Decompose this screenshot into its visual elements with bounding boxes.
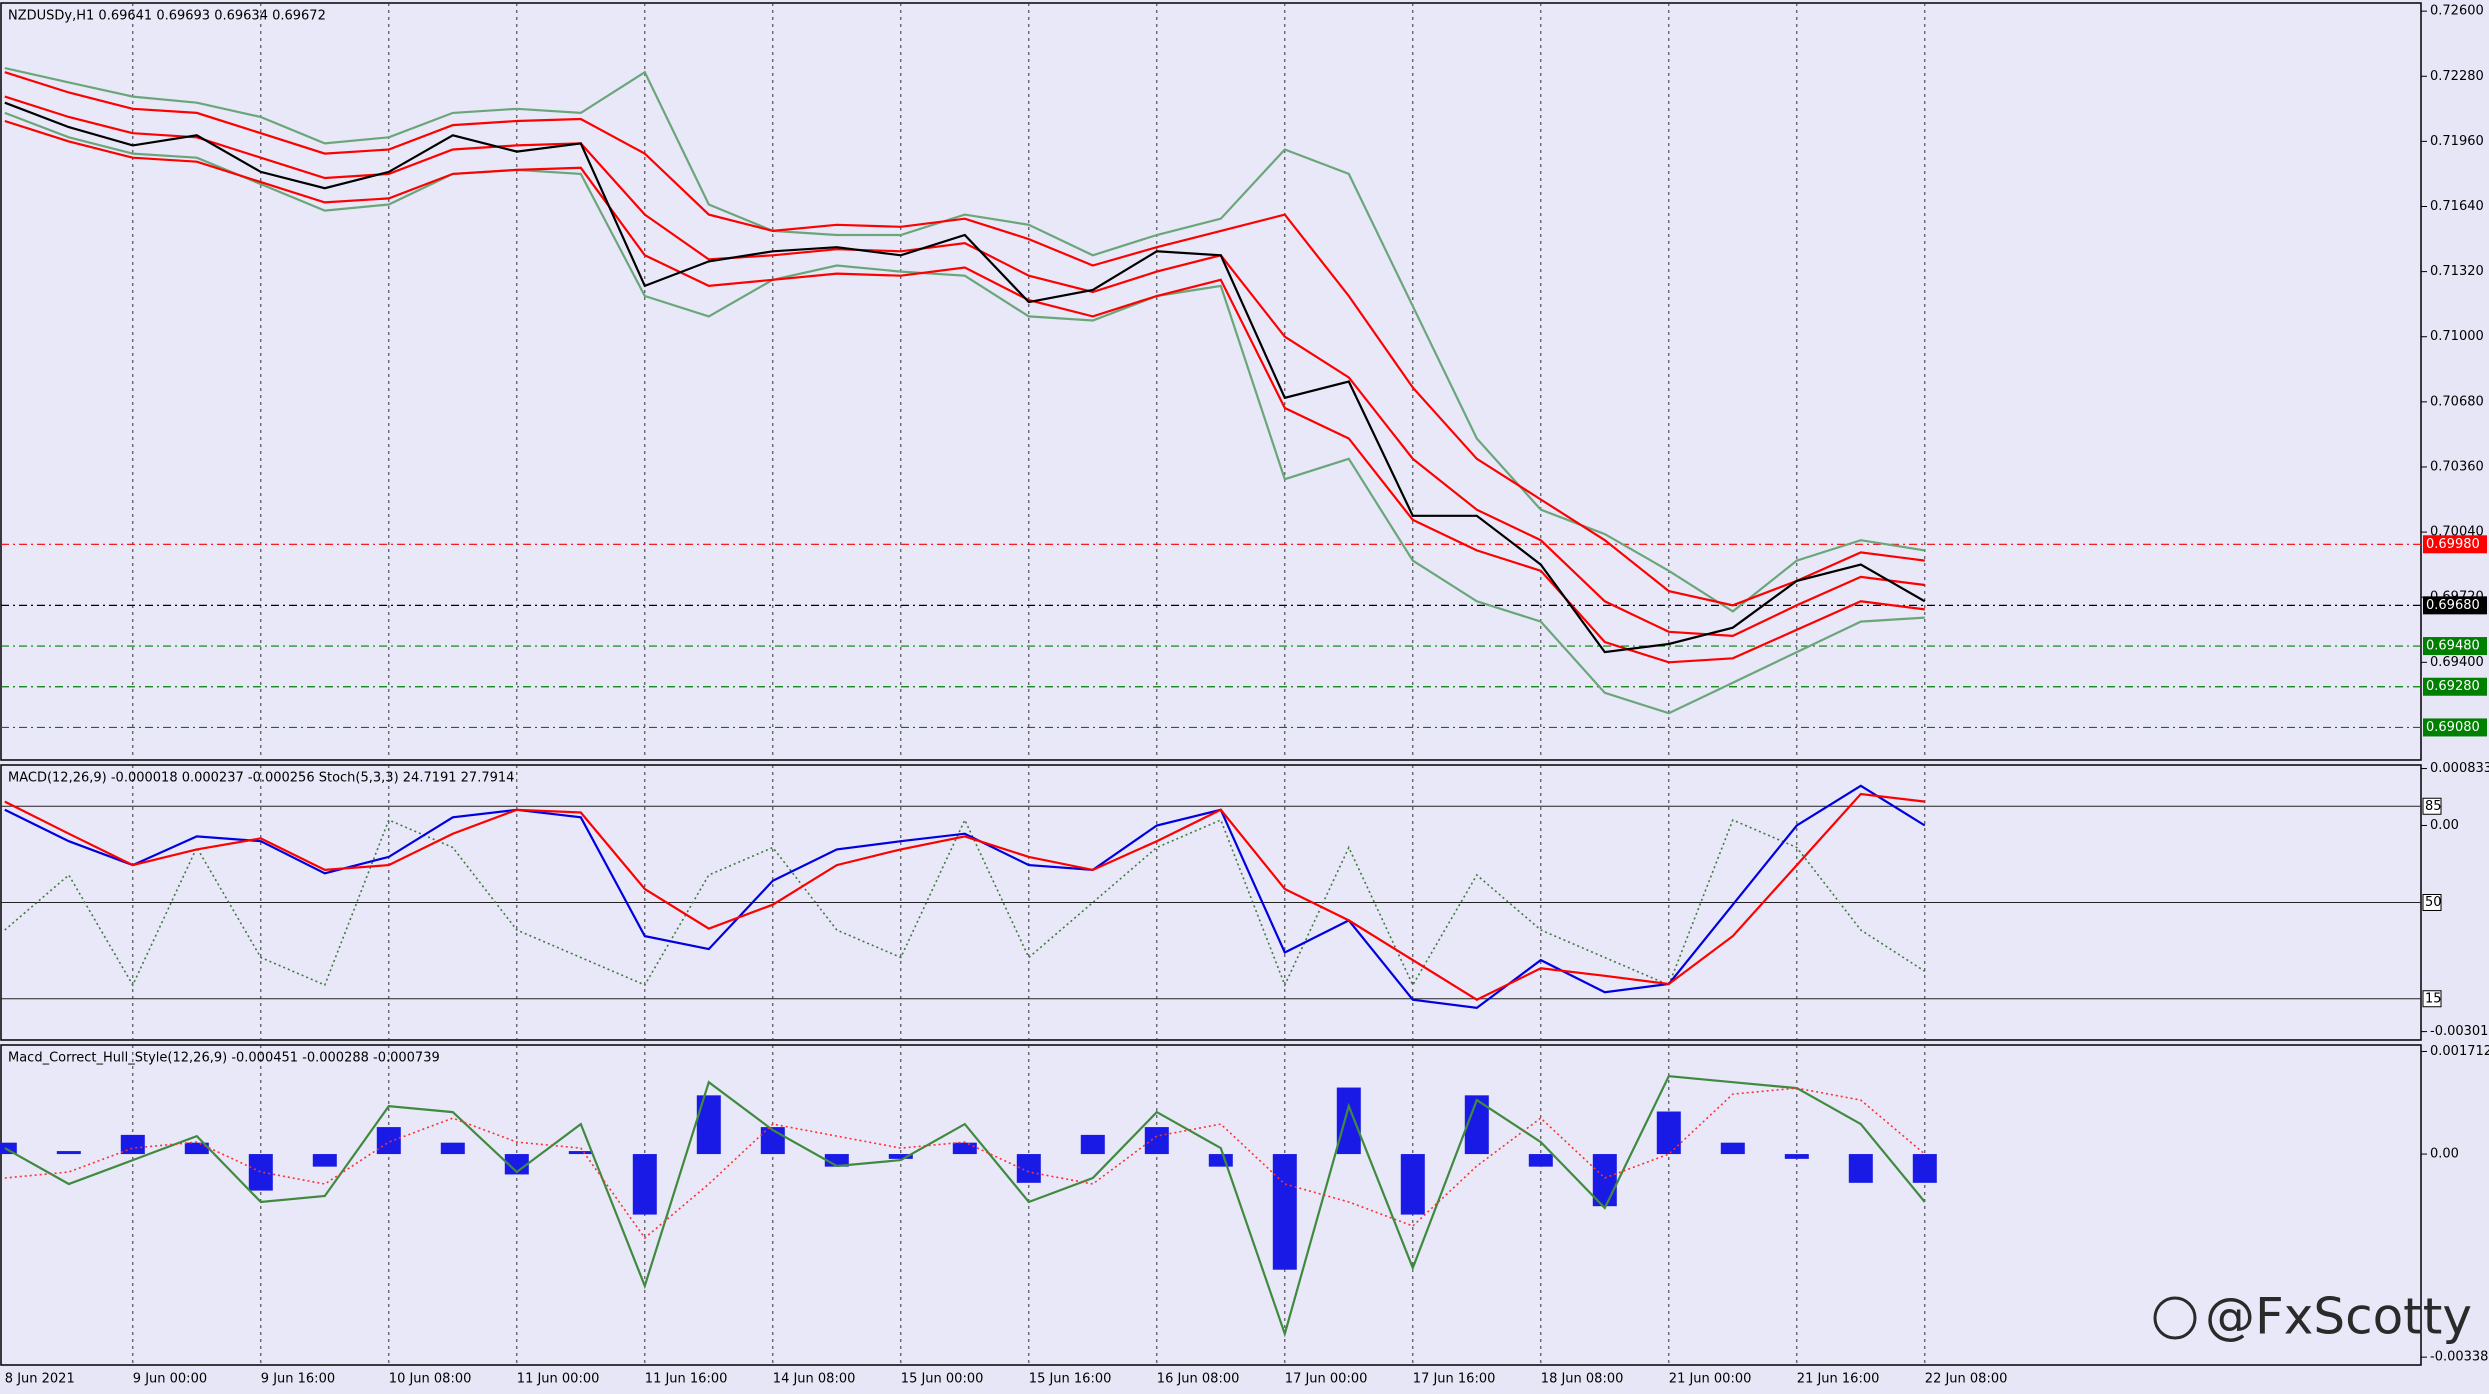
histogram-bar bbox=[1016, 1154, 1041, 1183]
y-tick-label: 0.69400 bbox=[2430, 655, 2484, 670]
series-line bbox=[4, 111, 1925, 715]
x-tick-label: 9 Jun 00:00 bbox=[133, 1372, 207, 1387]
histogram-bar bbox=[376, 1127, 401, 1155]
y-tick-label: 0.71000 bbox=[2430, 329, 2484, 344]
histogram-bar bbox=[1336, 1087, 1361, 1155]
panel bbox=[0, 1044, 2422, 1366]
histogram-bar bbox=[1720, 1142, 1745, 1155]
x-tick-label: 8 Jun 2021 bbox=[5, 1372, 75, 1387]
series-line bbox=[4, 95, 1925, 638]
panel-title: NZDUSDy,H1 0.69641 0.69693 0.69634 0.696… bbox=[8, 9, 326, 24]
histogram-bar bbox=[1848, 1154, 1873, 1183]
x-tick-label: 15 Jun 16:00 bbox=[1029, 1372, 1112, 1387]
y2-tick-label: 50 bbox=[2425, 895, 2442, 910]
histogram-bar bbox=[1784, 1154, 1809, 1159]
price-tag bbox=[2423, 596, 2487, 615]
y-tick-label: 0.00 bbox=[2430, 818, 2459, 833]
y-tick-label: -0.003389 bbox=[2430, 1350, 2489, 1365]
series-line bbox=[4, 1075, 1926, 1338]
x-tick-label: 21 Jun 00:00 bbox=[1669, 1372, 1752, 1387]
histogram-bar bbox=[952, 1142, 977, 1155]
histogram-bar bbox=[184, 1142, 209, 1155]
histogram-bar bbox=[120, 1134, 145, 1155]
x-tick-label: 17 Jun 00:00 bbox=[1285, 1372, 1368, 1387]
y-tick-label: 0.71640 bbox=[2430, 199, 2484, 214]
y2-tick-label: 15 bbox=[2425, 991, 2442, 1006]
series-line bbox=[4, 1087, 1926, 1240]
histogram-bar bbox=[696, 1095, 721, 1155]
x-tick-label: 9 Jun 16:00 bbox=[261, 1372, 335, 1387]
x-tick-label: 22 Jun 08:00 bbox=[1925, 1372, 2008, 1387]
price-tag bbox=[2423, 637, 2487, 656]
watermark: @FxScotty bbox=[2205, 1288, 2472, 1346]
price-tag-label: 0.69280 bbox=[2426, 679, 2480, 694]
histogram-bar bbox=[440, 1142, 465, 1155]
y2-tick-label: 85 bbox=[2425, 799, 2442, 814]
price-tag-label: 0.69980 bbox=[2426, 537, 2480, 552]
x-tick-label: 17 Jun 16:00 bbox=[1413, 1372, 1496, 1387]
y-tick-label: 0.00 bbox=[2430, 1147, 2459, 1162]
panel-title: MACD(12,26,9) -0.000018 0.000237 -0.0002… bbox=[8, 771, 514, 786]
histogram-bar bbox=[1400, 1154, 1425, 1215]
y-tick-label: 0.70680 bbox=[2430, 394, 2484, 409]
histogram-bar bbox=[1272, 1154, 1297, 1270]
y-tick-label: 0.71320 bbox=[2430, 264, 2484, 279]
x-tick-label: 10 Jun 08:00 bbox=[389, 1372, 472, 1387]
histogram-bar bbox=[1144, 1127, 1169, 1155]
histogram-bar bbox=[248, 1154, 273, 1191]
x-tick-label: 18 Jun 08:00 bbox=[1541, 1372, 1624, 1387]
histogram-bar bbox=[1656, 1111, 1681, 1155]
x-tick-label: 14 Jun 08:00 bbox=[773, 1372, 856, 1387]
y-tick-label: 0.71960 bbox=[2430, 134, 2484, 149]
price-tag bbox=[2423, 718, 2487, 737]
panel-title: Macd_Correct_Hull_Style(12,26,9) -0.0004… bbox=[8, 1051, 440, 1066]
series-line bbox=[4, 818, 1926, 988]
x-tick-label: 11 Jun 00:00 bbox=[517, 1372, 600, 1387]
series-line bbox=[4, 784, 1926, 1010]
watermark-icon bbox=[2153, 1296, 2197, 1340]
histogram-bar bbox=[312, 1154, 337, 1167]
series-line bbox=[4, 792, 1925, 1001]
series-line bbox=[4, 67, 1925, 613]
panel bbox=[0, 2, 2422, 761]
level-tag-bg bbox=[2422, 894, 2442, 911]
histogram-bar bbox=[1208, 1154, 1233, 1167]
histogram-bar bbox=[1080, 1134, 1105, 1155]
price-tag-label: 0.69480 bbox=[2426, 639, 2480, 654]
y-tick-label: -0.003017 bbox=[2430, 1024, 2489, 1039]
histogram-bar bbox=[888, 1154, 913, 1159]
histogram-bar bbox=[568, 1151, 593, 1155]
histogram-bar bbox=[1912, 1154, 1937, 1183]
x-tick-label: 11 Jun 16:00 bbox=[645, 1372, 728, 1387]
price-tag-label: 0.69080 bbox=[2426, 720, 2480, 735]
price-tag bbox=[2423, 535, 2487, 554]
level-tag-bg bbox=[2422, 990, 2442, 1008]
histogram-bar bbox=[0, 1142, 17, 1155]
x-tick-label: 21 Jun 16:00 bbox=[1797, 1372, 1880, 1387]
y-tick-label: 0.72280 bbox=[2430, 69, 2484, 84]
histogram-bar bbox=[1528, 1154, 1553, 1167]
histogram-bar bbox=[632, 1154, 657, 1215]
series-line bbox=[4, 101, 1926, 654]
histogram-bar bbox=[504, 1154, 529, 1175]
y-tick-label: 0.001712 bbox=[2430, 1044, 2489, 1059]
histogram-bar bbox=[1592, 1154, 1617, 1207]
y-tick-label: 0.72600 bbox=[2430, 4, 2484, 19]
x-tick-label: 16 Jun 08:00 bbox=[1157, 1372, 1240, 1387]
y-tick-label: 0.000833 bbox=[2430, 761, 2489, 776]
histogram-bar bbox=[56, 1151, 81, 1155]
series-line bbox=[4, 119, 1925, 664]
x-tick-label: 15 Jun 00:00 bbox=[901, 1372, 984, 1387]
series-line bbox=[4, 71, 1925, 607]
price-tag-label: 0.69680 bbox=[2426, 598, 2480, 613]
price-tag bbox=[2423, 677, 2487, 696]
y-tick-label: 0.70360 bbox=[2430, 459, 2484, 474]
level-tag-bg bbox=[2422, 797, 2442, 815]
